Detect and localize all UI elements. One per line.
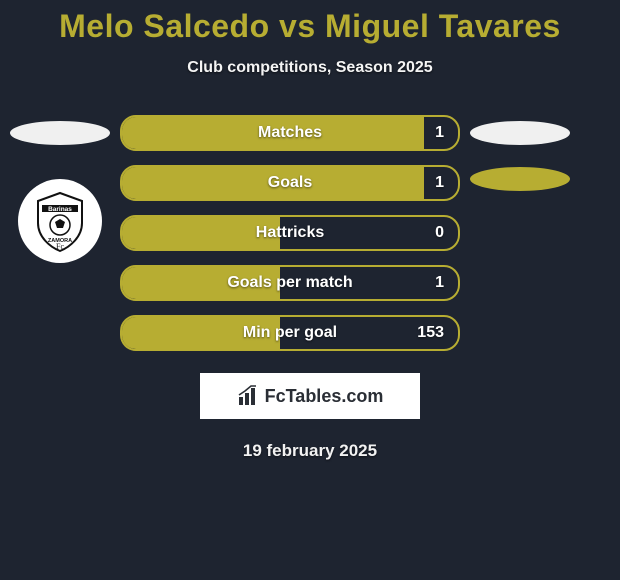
- date-label: 19 february 2025: [0, 419, 620, 461]
- stat-bar-goals: Goals 1: [120, 165, 460, 201]
- page-subtitle: Club competitions, Season 2025: [0, 45, 620, 77]
- brand-box[interactable]: FcTables.com: [200, 373, 420, 419]
- page-title: Melo Salcedo vs Miguel Tavares: [0, 0, 620, 45]
- stat-bar-matches: Matches 1: [120, 115, 460, 151]
- content-row: Barinas ZAMORA Fc Matches 1 Goals 1: [0, 115, 620, 351]
- club-label-tag: Fc: [56, 242, 64, 251]
- stat-bar-min-per-goal: Min per goal 153: [120, 315, 460, 351]
- stat-label: Matches: [258, 124, 322, 142]
- club-label-top: Barinas: [48, 206, 72, 213]
- stats-list: Matches 1 Goals 1 Hattricks 0 Goals per …: [120, 115, 460, 351]
- right-badges-column: [460, 115, 580, 193]
- stat-value: 0: [435, 224, 444, 242]
- stat-value: 1: [435, 174, 444, 192]
- stat-value: 1: [435, 274, 444, 292]
- stat-value: 1: [435, 124, 444, 142]
- stat-label: Min per goal: [243, 324, 337, 342]
- bar-chart-icon: [237, 385, 259, 407]
- stat-label: Hattricks: [256, 224, 324, 242]
- stat-label: Goals: [268, 174, 312, 192]
- right-ellipse-2-icon: [470, 165, 570, 193]
- left-ellipse-icon: [10, 119, 110, 147]
- right-ellipse-1-icon: [470, 119, 570, 147]
- stat-value: 153: [417, 324, 444, 342]
- brand-text: FcTables.com: [265, 386, 384, 407]
- stat-label: Goals per match: [227, 274, 352, 292]
- left-badges-column: Barinas ZAMORA Fc: [0, 115, 120, 263]
- page-root: Melo Salcedo vs Miguel Tavares Club comp…: [0, 0, 620, 580]
- stat-bar-goals-per-match: Goals per match 1: [120, 265, 460, 301]
- left-club-badge-icon: Barinas ZAMORA Fc: [18, 179, 102, 263]
- stat-bar-hattricks: Hattricks 0: [120, 215, 460, 251]
